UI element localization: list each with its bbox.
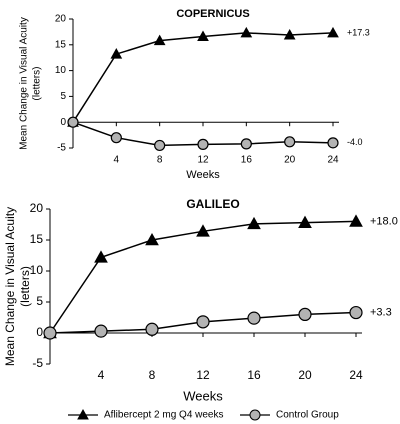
value-label: +3.3 [370, 306, 392, 318]
circle-marker [247, 311, 261, 325]
x-axis-title: Weeks [186, 169, 220, 181]
x-tick-label: 24 [349, 368, 363, 382]
y-tick-label: 0 [36, 325, 43, 339]
triangle-marker [349, 214, 363, 227]
triangle-marker [94, 250, 108, 263]
y-tick-label: 0 [60, 117, 66, 128]
circle-marker [196, 315, 210, 329]
y-tick-label: 5 [60, 91, 66, 102]
legend-marker [77, 408, 89, 420]
x-tick-label: 8 [149, 368, 156, 382]
x-tick-label: 12 [197, 155, 209, 166]
triangle-marker [196, 224, 210, 237]
x-tick-label: 20 [284, 155, 296, 166]
triangle-marker [240, 26, 253, 38]
circle-marker [94, 324, 108, 338]
series-line [72, 32, 334, 123]
triangle-marker [283, 28, 296, 40]
chart-title: GALILEO [186, 197, 239, 211]
circle-marker [298, 307, 312, 321]
legend-marker [249, 409, 261, 421]
circle-marker [110, 132, 122, 144]
circle-marker [43, 326, 57, 340]
x-tick-label: 16 [241, 155, 253, 166]
legend-label: Control Group [276, 410, 339, 421]
legend-label: Aflibercept 2 mg Q4 weeks [104, 410, 224, 421]
y-tick-label: -5 [32, 356, 43, 370]
circle-marker [154, 139, 166, 152]
triangle-marker [327, 26, 339, 38]
x-tick-label: 4 [98, 368, 105, 382]
circle-marker [327, 137, 339, 149]
x-tick-label: 24 [327, 155, 339, 166]
circle-marker [67, 116, 79, 128]
triangle-marker [110, 48, 123, 59]
y-axis-title: (letters) [32, 67, 43, 101]
y-tick-label: 15 [55, 39, 67, 50]
y-axis-title: Mean Change in Visual Acuity [3, 207, 17, 366]
y-axis-title: (letters) [18, 266, 32, 307]
y-tick-label: 20 [30, 201, 44, 215]
y-tick-label: 20 [55, 14, 67, 25]
circle-marker [197, 138, 209, 150]
x-tick-label: 8 [157, 155, 163, 166]
value-label: +17.3 [347, 27, 370, 37]
triangle-marker [247, 216, 261, 230]
x-tick-label: 16 [247, 368, 261, 382]
x-tick-label: 20 [298, 368, 312, 382]
x-tick-label: 4 [114, 155, 120, 166]
chart-title: COPERNICUS [176, 8, 249, 20]
value-label: +18.0 [370, 215, 398, 227]
y-tick-label: -5 [57, 143, 66, 154]
y-tick-label: 10 [55, 65, 67, 76]
circle-marker [284, 136, 296, 148]
triangle-marker [153, 34, 166, 46]
x-axis-title: Weeks [183, 388, 223, 403]
y-axis-title: Mean Change in Visual Acuity [19, 17, 30, 150]
y-tick-label: 10 [30, 263, 44, 277]
circle-marker [240, 138, 252, 150]
y-tick-label: 5 [36, 294, 43, 308]
triangle-marker [145, 232, 159, 246]
y-tick-label: 15 [30, 232, 44, 246]
x-tick-label: 12 [196, 368, 210, 382]
triangle-marker [197, 30, 209, 42]
circle-marker [349, 305, 363, 320]
triangle-marker [298, 215, 312, 228]
circle-marker [145, 322, 159, 336]
value-label: -4.0 [347, 137, 363, 147]
